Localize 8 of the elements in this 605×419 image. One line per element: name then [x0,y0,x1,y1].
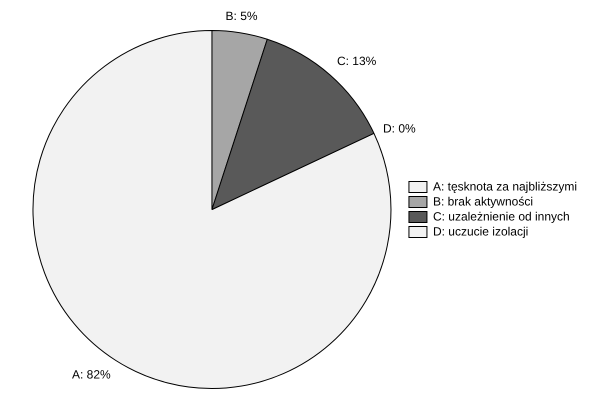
data-label: B: 5% [226,9,258,24]
text: D: 0% [382,121,416,136]
data-label: C: 13% [336,54,377,68]
legend-label: D: uczucie izolacji [432,224,528,238]
legend-label: B: brak aktywności [432,194,533,208]
legend-label: C: uzależnienie od innych [432,209,570,224]
legend-label: A: tęsknota za najbliższymi [432,179,578,194]
data-label: A: 82% [72,367,112,382]
